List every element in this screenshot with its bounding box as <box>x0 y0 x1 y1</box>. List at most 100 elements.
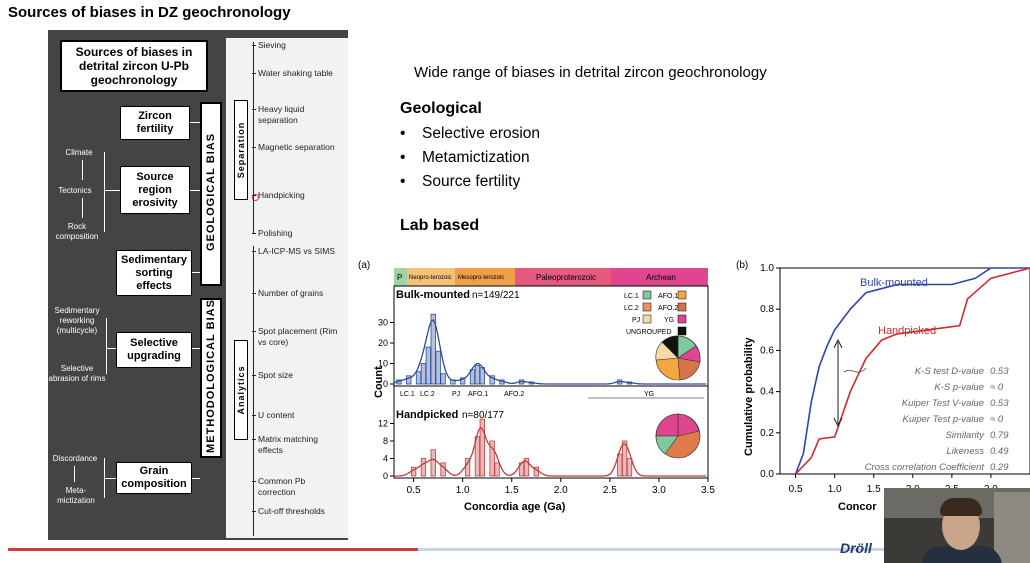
hand-n: n=80/177 <box>462 410 504 421</box>
sedimentary-sorting-box: Sedimentary sorting effects <box>116 250 192 296</box>
svg-text:LC.1: LC.1 <box>400 391 415 398</box>
histogram-bar <box>489 375 495 385</box>
methodological-bias-bar: METHODOLOGICAL BIAS <box>200 298 222 458</box>
analytics-ladder <box>253 246 254 536</box>
stat-value: 0.53 <box>990 366 1009 377</box>
step-instrument: LA-ICP-MS vs SIMS <box>252 246 342 257</box>
x-tick-label: 3.0 <box>652 485 666 496</box>
zircon-fertility-box: Zircon fertility <box>120 106 190 140</box>
x-tick-label: 1.5 <box>867 484 881 495</box>
x-tick-label: 1.5 <box>505 485 519 496</box>
progress-divider <box>8 548 888 551</box>
progress-accent <box>8 548 418 551</box>
callout-line <box>843 367 867 373</box>
lab-heading: Lab based <box>400 217 480 234</box>
histogram-bar <box>440 373 446 385</box>
panel-label-a: (a) <box>358 260 370 271</box>
step-water-table: Water shaking table <box>252 68 342 79</box>
y-tick-label: 0.6 <box>760 345 774 356</box>
step-handpicking: Handpicking <box>252 190 342 201</box>
up-down-arrow-icon <box>74 466 75 482</box>
stat-value: 0.79 <box>990 430 1009 441</box>
era-paleoproterozoic <box>515 268 611 286</box>
svg-text:AFO.1: AFO.1 <box>658 293 678 300</box>
count-axis-label: Count <box>373 366 385 398</box>
stat-label: Kuiper Test V-value <box>902 398 984 409</box>
statistics-table: K-S test D-value 0.53 K-S p-value ≈ 0 Kuiper… <box>865 366 1010 473</box>
list-item: Selective erosion <box>400 122 540 146</box>
footer-author: Dröll <box>840 540 872 556</box>
cdf-y-ticks: 0.0 0.2 0.4 0.6 0.8 1.0 <box>760 263 780 480</box>
histogram-bar <box>626 458 633 477</box>
hand-panel <box>393 385 709 479</box>
step-cutoff: Cut-off thresholds <box>252 506 342 517</box>
era-band: P Neopro-terozoic Mesopro-terozoic Paleo… <box>394 268 708 286</box>
connector <box>192 478 200 479</box>
connector <box>192 348 200 349</box>
y-tick-label: 0.2 <box>760 428 774 439</box>
abrasion-label: Selective abrasion of rims <box>48 364 106 383</box>
bulk-series-label: Bulk-mounted <box>860 277 928 289</box>
step-spot-placement: Spot placement (Rim vs core) <box>252 326 342 348</box>
stat-label: Cross correlation Coefficient <box>865 462 985 473</box>
svg-text:LC.2: LC.2 <box>420 391 435 398</box>
bulk-bars <box>396 313 633 385</box>
list-item: Metamictization <box>400 146 540 170</box>
source-region-box: Source region erosivity <box>120 166 190 214</box>
histogram-bar <box>420 363 427 385</box>
grain-composition-box: Grain composition <box>116 462 192 494</box>
metamictization-label: Meta-mictization <box>57 486 95 505</box>
y-tick-label: 10 <box>378 359 388 369</box>
x-tick-label: 3.5 <box>701 485 715 496</box>
svg-text:LC.1: LC.1 <box>624 293 639 300</box>
list-item: Source fertility <box>400 170 540 194</box>
connector <box>190 190 200 191</box>
step-heavy-liquid: Heavy liquid separation <box>252 104 342 126</box>
y-tick-label: 20 <box>378 338 388 348</box>
cdf-y-label: Cumulative probability <box>743 337 755 456</box>
intro-text: Wide range of biases in detrital zircon … <box>414 64 767 81</box>
y-tick-label: 0 <box>383 379 388 389</box>
hand-y-ticks: 0 4 8 12 <box>378 419 394 481</box>
arrow-heads-icon <box>833 338 843 428</box>
connector <box>190 122 200 123</box>
hand-series-label: Handpicked <box>878 325 936 337</box>
discordance-label: Discordance <box>52 454 98 463</box>
stat-label: K-S test D-value <box>915 366 984 377</box>
era-neoproterozoic <box>407 268 455 286</box>
connector <box>192 272 200 273</box>
y-tick-label: 0.0 <box>760 469 774 480</box>
stat-label: K-S p-value <box>934 382 984 393</box>
histogram-bar <box>415 371 422 385</box>
geological-list: Selective erosion Metamictization Source… <box>400 122 540 194</box>
bracket <box>104 152 105 232</box>
hand-bars <box>410 418 633 477</box>
y-tick-label: 8 <box>383 436 388 446</box>
stat-label: Similarity <box>945 430 985 441</box>
up-down-arrow-icon <box>82 198 83 218</box>
era-label: Paleoproterozoic <box>536 273 596 282</box>
histogram-bar <box>425 346 431 385</box>
bulk-n: n=149/221 <box>472 290 520 301</box>
hand-label: Handpicked <box>396 409 458 421</box>
climate-label: Climate <box>65 148 93 157</box>
geological-heading: Geological <box>400 100 482 117</box>
histogram-bar <box>479 418 485 477</box>
x-tick-label: 0.5 <box>407 485 421 496</box>
stat-value: 0.49 <box>990 446 1009 457</box>
histogram-bar <box>406 375 412 385</box>
histogram-bar <box>489 440 495 477</box>
era-label: P <box>397 273 402 282</box>
bulk-pie-chart <box>655 335 701 381</box>
hand-cdf-line <box>795 267 1030 475</box>
panel-label-b: (b) <box>736 260 748 271</box>
bulk-y-ticks: 0 10 20 30 <box>378 318 394 389</box>
bracket <box>106 318 107 374</box>
bulk-cdf-line <box>794 267 1030 475</box>
step-spot-size: Spot size <box>252 370 342 381</box>
era-label: Neopro-terozoic <box>409 275 452 281</box>
histogram-bar <box>494 462 500 477</box>
connector <box>106 348 116 349</box>
y-tick-label: 30 <box>378 318 388 328</box>
group-labels: LC.1 LC.2 PJ AFO.1 AFO.2 YG <box>400 391 704 399</box>
